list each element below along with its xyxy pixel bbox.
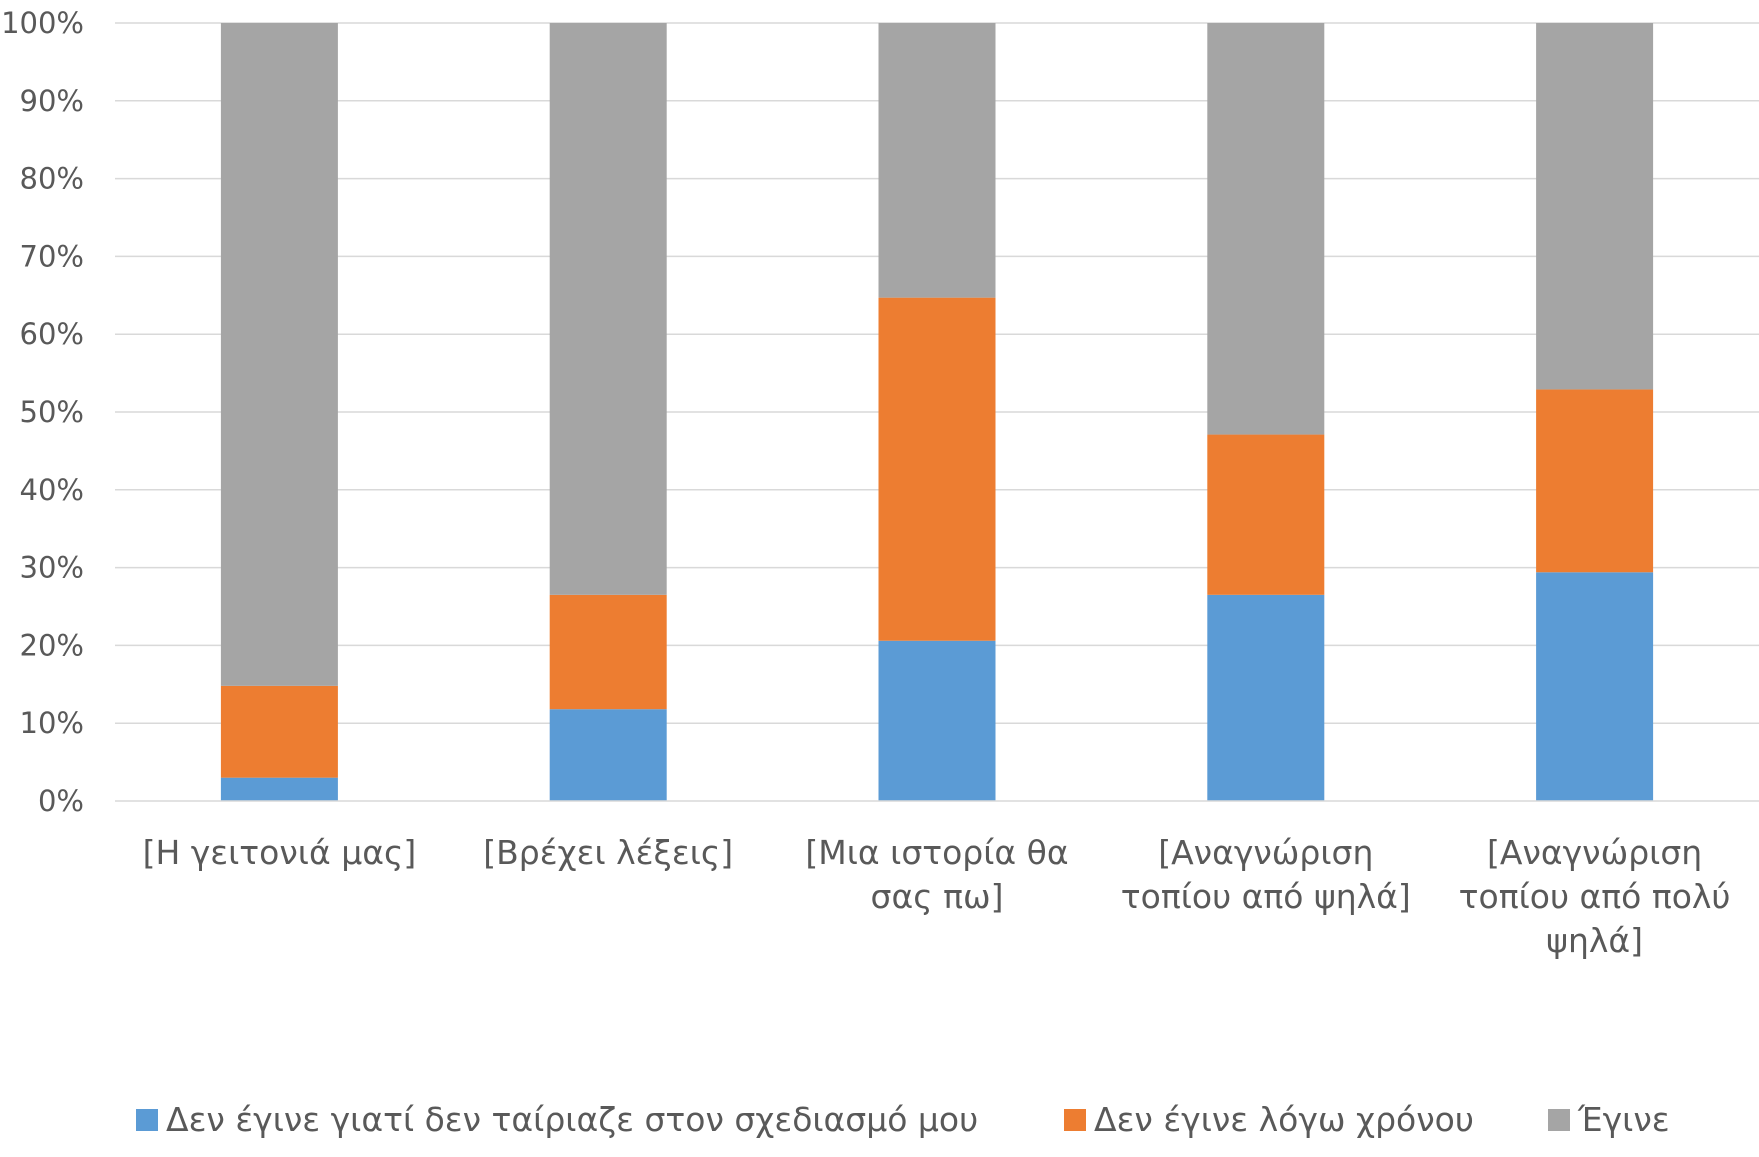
category-label: τοπίου από ψηλά] [1121,877,1411,916]
bar-segment [1207,594,1325,801]
y-tick-label: 70% [20,239,84,273]
bar-segment [1536,23,1654,390]
bar-segment [878,297,996,641]
bar-segment [220,777,338,801]
category-label: [Βρέχει λέξεις] [483,833,733,872]
bar-segment [220,23,338,686]
bar-segment [1536,389,1654,573]
y-tick-label: 30% [20,551,84,585]
legend-label: Έγινε [1577,1100,1670,1139]
legend-swatch [136,1109,158,1131]
bar-segment [549,594,667,710]
bars [220,23,1654,801]
y-tick-label: 80% [20,162,84,196]
y-tick-label: 60% [20,317,84,351]
category-label: [Μια ιστορία θα [805,833,1068,872]
bar-segment [878,23,996,298]
bar-segment [220,685,338,778]
legend-label: Δεν έγινε λόγω χρόνου [1094,1100,1474,1139]
bar-segment [1207,23,1325,435]
y-tick-label: 100% [1,6,84,40]
bar-segment [1207,434,1325,595]
legend: Δεν έγινε γιατί δεν ταίριαζε στον σχεδια… [136,1100,1670,1139]
legend-swatch [1548,1109,1570,1131]
bar-segment [878,640,996,801]
y-tick-label: 90% [20,84,84,118]
bar-segment [1536,572,1654,801]
y-tick-label: 0% [38,784,84,818]
y-tick-label: 40% [20,473,84,507]
category-label: τοπίου από πολύ [1459,877,1731,916]
category-label: ψηλά] [1546,921,1643,960]
bar-segment [549,709,667,801]
y-tick-label: 50% [20,395,84,429]
category-label: [Αναγνώριση [1158,833,1373,872]
category-label: [Αναγνώριση [1487,833,1702,872]
y-tick-label: 10% [20,706,84,740]
x-axis-category-labels: [Η γειτονιά μας] [Βρέχει λέξεις] [Μια ιστο… [143,833,1731,960]
legend-swatch [1064,1109,1086,1131]
legend-label: Δεν έγινε γιατί δεν ταίριαζε στον σχεδια… [166,1100,978,1139]
category-label: σας πω] [871,877,1004,916]
y-tick-label: 20% [20,628,84,662]
bar-segment [549,23,667,595]
category-label: [Η γειτονιά μας] [143,833,417,872]
y-axis-tick-labels: 0% 10% 20% 30% 40% 50% 60% 70% 80% 90% 100% [1,6,84,818]
